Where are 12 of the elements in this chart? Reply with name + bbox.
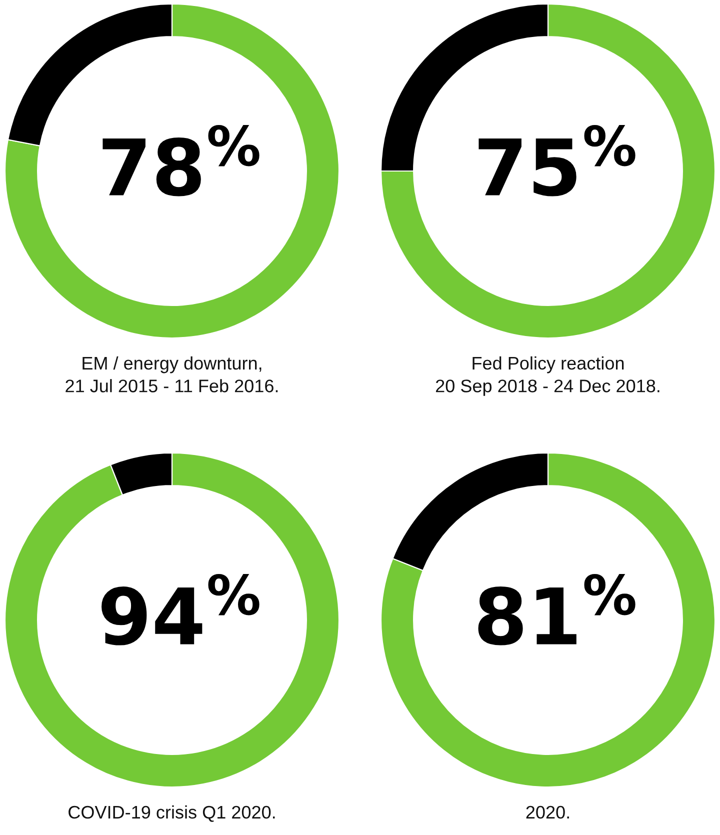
donut-slice (4, 3, 340, 339)
text: Fed Policy reaction 20 Sep 2018 - 24 Dec 2018. (436, 356, 660, 396)
text: 2020. (526, 806, 569, 819)
donut-slice (380, 3, 716, 339)
data-label: 78$^{%}$ (102, 125, 260, 196)
text: COVID-19 crisis Q1 2020. (68, 805, 275, 822)
data-label: 81$^{%}$ (478, 574, 636, 646)
data-label: 75$^{%}$ (478, 125, 636, 196)
text: EM / energy downturn, 21 Jul 2015 - 11 Feb 2016. (66, 356, 278, 392)
donut-slice (4, 452, 340, 788)
donut-slice (380, 452, 716, 788)
data-label: 94$^{%}$ (102, 574, 260, 646)
